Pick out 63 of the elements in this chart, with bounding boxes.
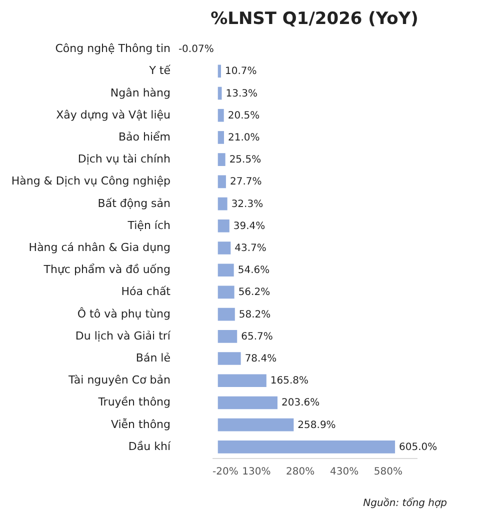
- data-label: 20.5%: [228, 110, 260, 122]
- data-label: 165.8%: [270, 376, 309, 387]
- x-tick-label: 130%: [242, 466, 271, 478]
- y-tick-label: Bảo hiểm: [118, 130, 170, 144]
- bar: [218, 197, 228, 210]
- x-tick-label: 430%: [330, 466, 359, 478]
- y-tick-label: Viễn thông: [110, 418, 170, 431]
- data-label: 56.2%: [238, 287, 270, 298]
- bar: [218, 86, 222, 100]
- y-tick-label: Dịch vụ tài chính: [78, 152, 171, 166]
- y-tick-label: Dầu khí: [128, 440, 172, 453]
- bar: [218, 418, 294, 432]
- bar: [218, 131, 224, 144]
- y-tick-label: Tài nguyên Cơ bản: [67, 374, 171, 387]
- x-tick-label: 280%: [286, 466, 315, 478]
- data-label: 13.3%: [226, 88, 258, 100]
- x-tick-label: -20%: [212, 466, 238, 478]
- bar: [218, 153, 226, 166]
- y-tick-label: Xây dựng và Vật liệu: [56, 108, 170, 122]
- y-tick-label: Bất động sản: [98, 196, 171, 210]
- x-tick-label: 580%: [374, 466, 403, 478]
- bar: [218, 64, 221, 78]
- y-tick-label: Hóa chất: [121, 285, 172, 298]
- data-label: 203.6%: [281, 398, 320, 409]
- y-tick-label: Công nghệ Thông tin: [55, 42, 171, 56]
- bar: [218, 242, 231, 254]
- y-tick-label: Ô tô và phụ tùng: [77, 306, 170, 320]
- data-label: 43.7%: [234, 243, 266, 254]
- y-tick-label: Truyền thông: [97, 396, 170, 409]
- y-tick-label: Y tế: [148, 64, 171, 78]
- bar: [218, 352, 241, 365]
- bar: [218, 374, 266, 388]
- bar: [218, 396, 278, 410]
- y-tick-label: Thực phẩm và đồ uống: [42, 263, 170, 276]
- y-tick-label: Hàng & Dịch vụ Công nghiệp: [11, 174, 171, 188]
- bar: [218, 219, 230, 232]
- bar: [218, 108, 224, 122]
- data-label: 54.6%: [238, 265, 270, 276]
- text: Nguồn: tổng hợp: [363, 497, 447, 509]
- bar: [218, 286, 234, 299]
- y-tick-label: Du lịch và Giải trí: [75, 329, 172, 342]
- data-label: 65.7%: [241, 331, 273, 342]
- data-label: 39.4%: [233, 220, 266, 232]
- data-label: -0.07%: [178, 44, 214, 56]
- data-label: 25.5%: [229, 154, 262, 166]
- data-label: 21.0%: [228, 132, 260, 144]
- data-label: 258.9%: [298, 420, 336, 431]
- data-label: 78.4%: [244, 354, 277, 365]
- bar: [218, 330, 238, 343]
- y-tick-label: Tiện ích: [126, 218, 171, 232]
- bar: [218, 264, 234, 277]
- y-tick-label: Hàng cá nhân & Gia dụng: [28, 241, 170, 254]
- bar: [218, 308, 235, 321]
- bar: [218, 440, 396, 454]
- data-label: 32.3%: [231, 198, 264, 210]
- data-label: 10.7%: [224, 66, 257, 78]
- data-label: 605.0%: [399, 442, 438, 453]
- y-tick-label: Ngân hàng: [110, 86, 170, 100]
- data-label: 58.2%: [238, 309, 271, 320]
- bar: [218, 175, 226, 188]
- y-tick-label: Bán lẻ: [136, 352, 171, 365]
- chart-title: %LNST Q1/2026 (YoY): [210, 9, 418, 29]
- data-label: 27.7%: [230, 176, 262, 188]
